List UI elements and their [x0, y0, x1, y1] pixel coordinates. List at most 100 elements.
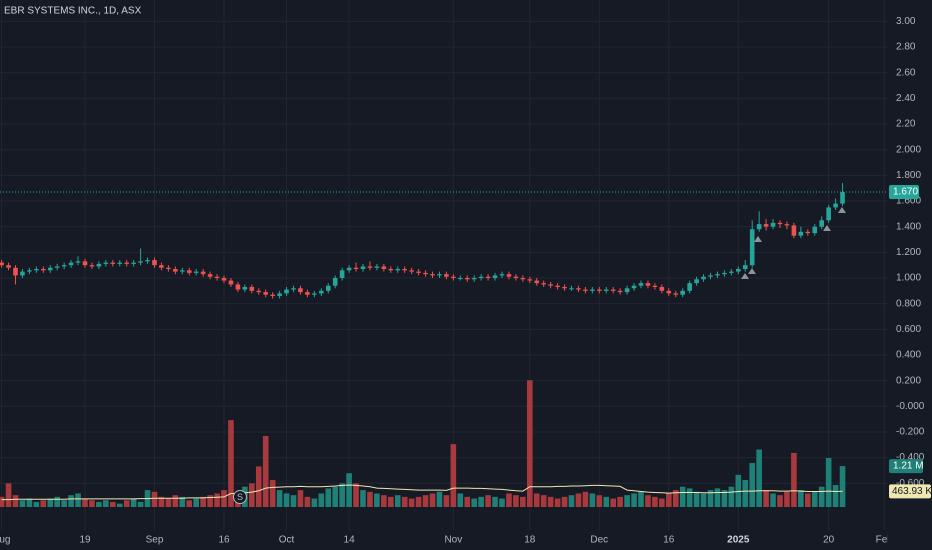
- volume-bar: [568, 495, 575, 507]
- volume-bar: [249, 483, 255, 507]
- candle-body: [110, 262, 116, 264]
- volume-bar: [179, 496, 186, 507]
- volume-bar: [110, 501, 116, 507]
- x-tick-label: Aug: [0, 535, 10, 546]
- volume-bar: [367, 491, 373, 507]
- volume-bar: [269, 479, 276, 507]
- candle-body: [388, 269, 394, 271]
- volume-bar: [617, 496, 623, 507]
- candle-body: [61, 265, 67, 267]
- x-tick-label: Dec: [590, 535, 608, 546]
- volume-bar: [631, 493, 637, 507]
- volume-bar: [346, 473, 352, 507]
- candle-body: [527, 279, 533, 281]
- volume-bar: [388, 496, 394, 507]
- candle-body: [152, 260, 157, 266]
- volume-bar: [693, 491, 700, 507]
- x-tick-label: Nov: [444, 535, 462, 546]
- candle-body: [131, 262, 136, 264]
- candle-body: [416, 271, 421, 273]
- y-tick-label: -0.200: [896, 427, 925, 438]
- candle-body: [812, 226, 818, 234]
- y-tick-label: 1.800: [896, 170, 921, 181]
- candle-body: [471, 278, 477, 280]
- candle-body: [708, 275, 713, 277]
- candle-body: [235, 284, 241, 290]
- y-tick-label: 0.600: [896, 324, 921, 335]
- volume-bar: [422, 495, 429, 507]
- volume-bar: [791, 452, 797, 507]
- candle-body: [89, 265, 95, 267]
- volume-bar: [186, 500, 193, 507]
- volume-bar: [638, 491, 644, 507]
- volume-bar: [325, 488, 332, 507]
- marker: [741, 273, 749, 279]
- candle-body: [791, 225, 797, 236]
- volume-bar: [283, 493, 290, 507]
- x-tick-label: 2025: [727, 535, 750, 546]
- candle-body: [631, 285, 637, 289]
- volume-bar: [262, 436, 269, 507]
- volume-bar: [290, 495, 297, 507]
- candle-body: [701, 276, 706, 280]
- volume-bar: [464, 496, 471, 507]
- candle-body: [68, 262, 74, 266]
- event-markers: S: [233, 207, 846, 504]
- candle-body: [555, 285, 560, 287]
- candle-body: [305, 292, 310, 295]
- candle-body: [840, 192, 845, 204]
- y-tick-label: 2.80: [896, 42, 916, 53]
- volume-bar: [374, 493, 380, 507]
- candle-body: [207, 274, 213, 277]
- marker: [748, 268, 756, 274]
- candle-body: [374, 266, 380, 268]
- volume-bar: [721, 490, 728, 507]
- y-tick-label: -0.600: [896, 478, 925, 489]
- volume-bar: [575, 493, 582, 507]
- volume-bar: [478, 496, 484, 507]
- y-tick-label: 2.20: [896, 119, 916, 130]
- x-tick-label: 14: [344, 535, 356, 546]
- candle-body: [20, 271, 25, 276]
- volume-bar: [742, 479, 749, 507]
- candle-body: [645, 283, 651, 286]
- volume-bar: [297, 490, 304, 507]
- volume-bar: [172, 495, 179, 507]
- volume-bar: [429, 493, 436, 507]
- candle-body: [332, 278, 338, 286]
- candle-body: [96, 263, 102, 267]
- volume-bar: [596, 495, 603, 507]
- candle-body: [798, 231, 804, 236]
- plot-area: Aug 19 Sep 16 Oct 14 Nov 18 Dec 16 2025 20 Feb: [0, 183, 894, 546]
- split-marker: [233, 490, 247, 504]
- candle-body: [736, 269, 741, 272]
- volume-bar: [818, 486, 825, 507]
- candle-body: [610, 289, 616, 291]
- candle-body: [277, 293, 282, 296]
- volume-bar: [68, 495, 74, 507]
- volume-label: 1.21 M: [893, 461, 924, 472]
- candle-body: [520, 278, 526, 280]
- candle-body: [298, 288, 303, 293]
- y-tick-label: 0.800: [896, 298, 921, 309]
- volume-bar: [332, 486, 338, 507]
- candle-body: [464, 278, 470, 280]
- volume-bar: [19, 500, 26, 507]
- volume-bar: [158, 496, 165, 507]
- candle-body: [270, 294, 275, 296]
- y-tick-label: 0.200: [896, 375, 921, 386]
- x-tick-label: 20: [823, 535, 835, 546]
- volume-bar: [679, 486, 686, 507]
- volume-ma-label: 463.93 K: [892, 486, 932, 497]
- marker: [823, 225, 831, 231]
- x-tick-label: Feb: [876, 535, 894, 546]
- candle-body: [103, 262, 109, 264]
- candle-body: [291, 288, 296, 290]
- volume-bar: [61, 500, 67, 507]
- candle-body: [124, 262, 129, 264]
- volume-bar: [763, 490, 769, 507]
- volume-bar: [707, 490, 714, 507]
